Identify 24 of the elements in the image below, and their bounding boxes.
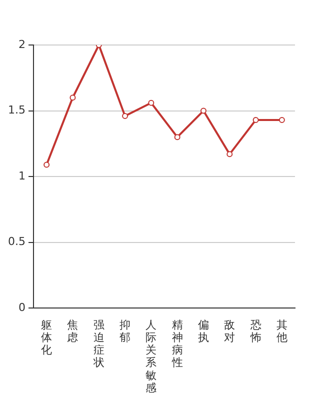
y-tick-label: 0	[18, 300, 26, 314]
x-tick-label: 精神病性	[170, 318, 183, 370]
x-tick-label: 恐怖	[249, 318, 262, 344]
point	[122, 113, 128, 120]
point	[200, 108, 206, 114]
x-tick-label: 人际关系敏感	[146, 318, 157, 395]
x-tick-label: 焦虑	[67, 318, 78, 344]
point	[174, 134, 180, 140]
point	[70, 94, 76, 101]
y-tick-label: 0.5	[8, 235, 26, 248]
point	[252, 116, 259, 123]
point	[278, 116, 285, 123]
x-tick-label: 敌对	[224, 318, 236, 344]
x-tick-label: 强迫症状	[92, 318, 104, 370]
point	[44, 162, 50, 168]
point	[226, 151, 233, 158]
x-tick-label: 偏执	[198, 318, 209, 344]
y-tick-label: 1.5	[8, 104, 26, 117]
x-tick-label: 其他	[276, 318, 288, 344]
x-tick-label: 躯体化	[41, 318, 52, 357]
x-tick-label: 抑郁	[120, 318, 131, 344]
y-tick-label: 1	[18, 169, 26, 182]
point	[148, 100, 154, 106]
y-tick-label: 2	[18, 38, 26, 51]
